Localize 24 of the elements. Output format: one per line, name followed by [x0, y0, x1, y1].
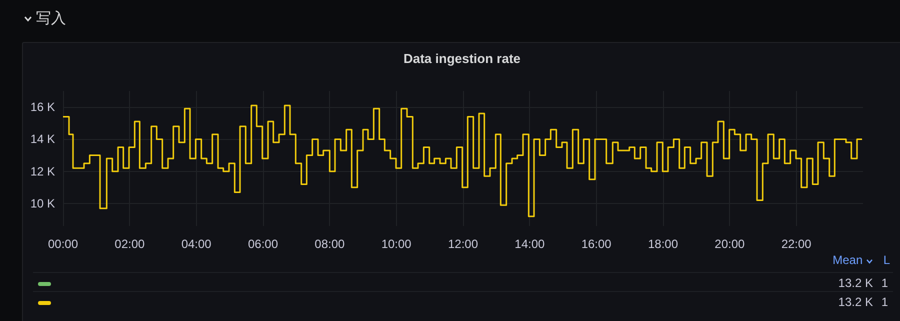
x-tick-label: 02:00 — [114, 237, 146, 251]
x-tick-label: 22:00 — [781, 237, 812, 251]
x-tick-label: 16:00 — [581, 237, 612, 251]
x-tick-label: 04:00 — [181, 237, 212, 251]
x-tick-label: 00:00 — [48, 237, 78, 251]
chart-title: Data ingestion rate — [402, 51, 522, 66]
text: 1 — [881, 276, 888, 290]
y-tick-label: 10 K — [30, 196, 55, 210]
text: 13.2 K — [838, 295, 873, 309]
text: 13.2 K — [838, 276, 873, 290]
x-tick-label: 12:00 — [448, 237, 478, 251]
x-tick-label: 08:00 — [314, 237, 346, 251]
text: 写入 — [36, 9, 66, 28]
text: L — [883, 253, 890, 267]
y-tick-label: 16 K — [30, 100, 55, 114]
text: Mean — [832, 253, 864, 267]
x-tick-label: 20:00 — [714, 237, 746, 251]
x-tick-label: 18:00 — [648, 237, 678, 251]
text: 1 — [881, 295, 888, 309]
x-tick-label: 10:00 — [381, 237, 412, 251]
x-tick-label: 14:00 — [514, 237, 546, 251]
y-tick-label: 14 K — [30, 132, 55, 146]
x-tick-label: 06:00 — [248, 237, 278, 251]
y-tick-label: 12 K — [30, 164, 55, 178]
